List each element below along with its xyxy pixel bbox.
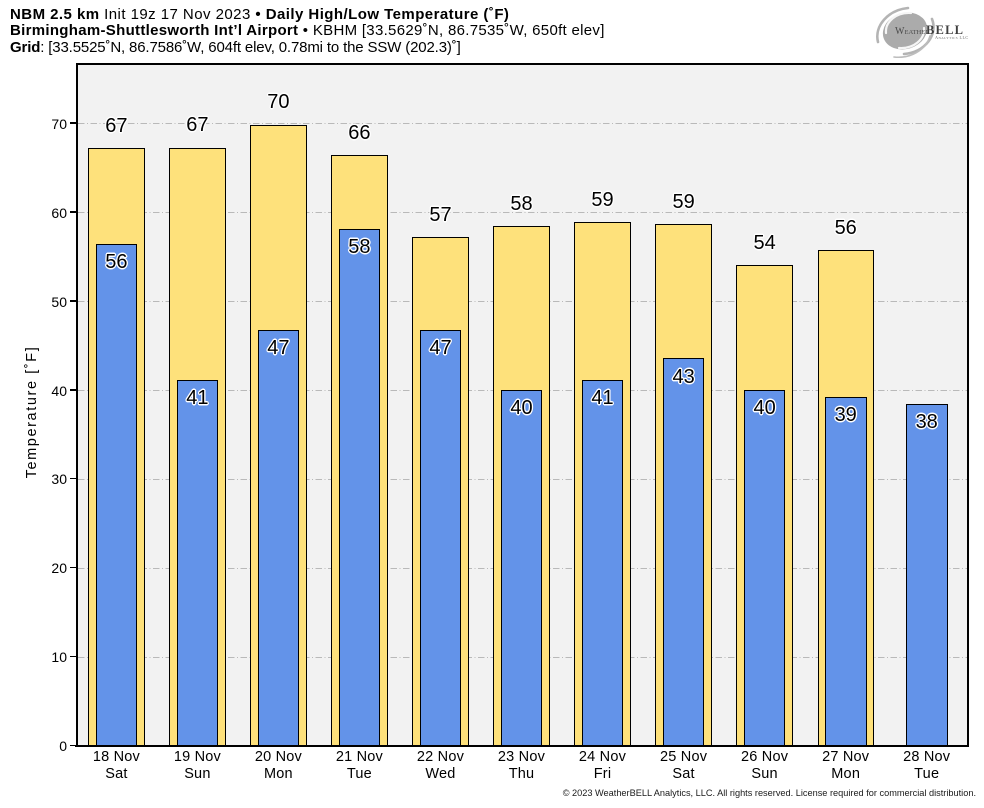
svg-text:ANALYTICS LLC: ANALYTICS LLC — [935, 35, 969, 40]
svg-text:WEATHER: WEATHER — [895, 26, 930, 37]
svg-text:BELL: BELL — [926, 23, 964, 37]
